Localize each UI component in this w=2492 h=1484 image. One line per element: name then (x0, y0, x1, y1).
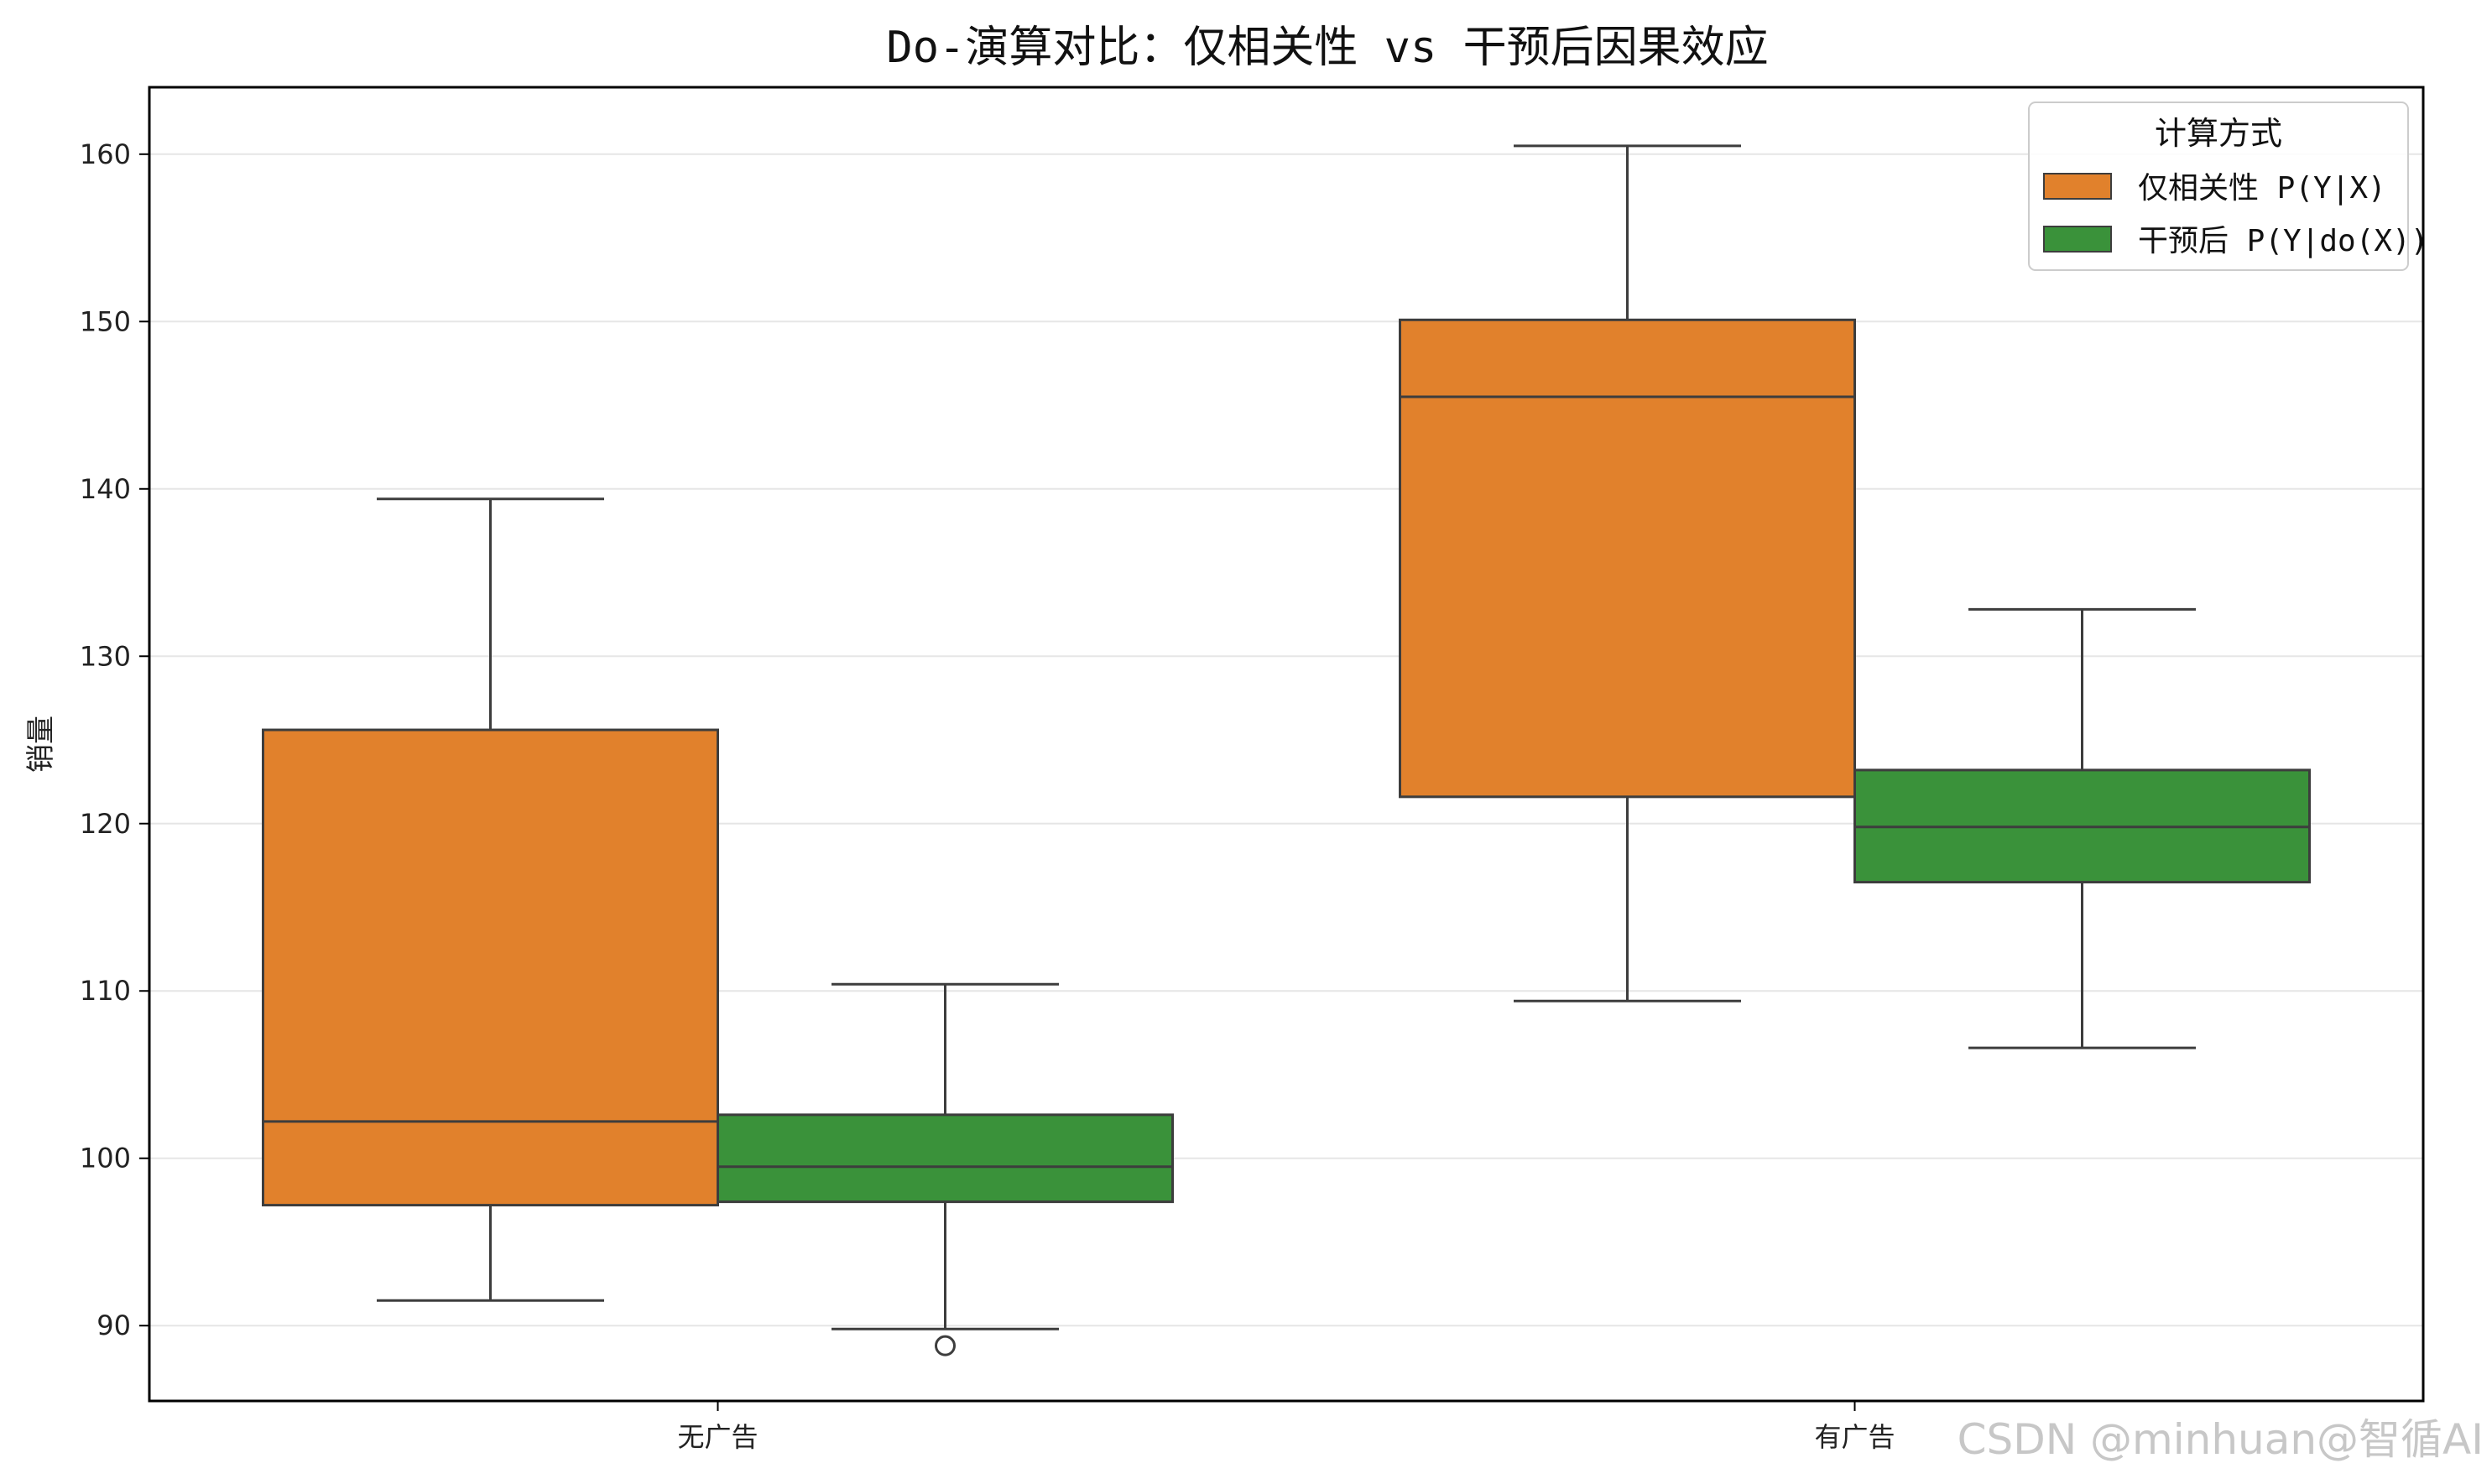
y-tick-label: 160 (80, 138, 131, 170)
box-body (717, 1113, 1174, 1204)
legend-title: 计算方式 (2155, 115, 2282, 152)
y-axis-label: 销量 (24, 716, 58, 773)
legend: 计算方式 仅相关性 P(Y|X) 干预后 P(Y|do(X)) (2028, 102, 2428, 271)
box-0-0 (262, 497, 719, 1302)
legend-frame (2028, 102, 2409, 271)
box-body (262, 728, 719, 1207)
legend-label-correlation: 仅相关性 P(Y|X) (2138, 171, 2386, 206)
y-tick-label: 130 (80, 640, 131, 672)
y-tick-label: 100 (80, 1143, 131, 1174)
outlier-point (935, 1335, 956, 1356)
legend-swatch-intervention (2043, 226, 2112, 253)
x-tick-label: 无广告 (677, 1421, 758, 1453)
box-1-0 (717, 982, 1174, 1356)
legend-label-intervention: 干预后 P(Y|do(X)) (2138, 224, 2428, 258)
watermark: CSDN @minhuan@智循AI (1958, 1415, 2484, 1464)
y-tick-label: 110 (80, 975, 131, 1007)
plot-frame (148, 86, 2425, 1403)
box-0-1 (1399, 144, 1856, 1002)
legend-swatch-correlation (2043, 173, 2112, 200)
box-body (1399, 318, 1856, 799)
x-tick-label: 有广告 (1814, 1421, 1895, 1453)
y-axis: 90 100 110 120 130 140 150 160 (80, 138, 149, 1341)
y-tick-label: 140 (80, 473, 131, 505)
x-axis: 无广告 有广告 (677, 1401, 1895, 1453)
y-tick-label: 120 (80, 808, 131, 840)
box-layer (262, 144, 2311, 1356)
y-tick-label: 150 (80, 305, 131, 337)
y-tick-label: 90 (96, 1310, 131, 1341)
box-1-1 (1853, 607, 2311, 1049)
chart-title: Do-演算对比：仅相关性 vs 干预后因果效应 (886, 23, 1768, 73)
